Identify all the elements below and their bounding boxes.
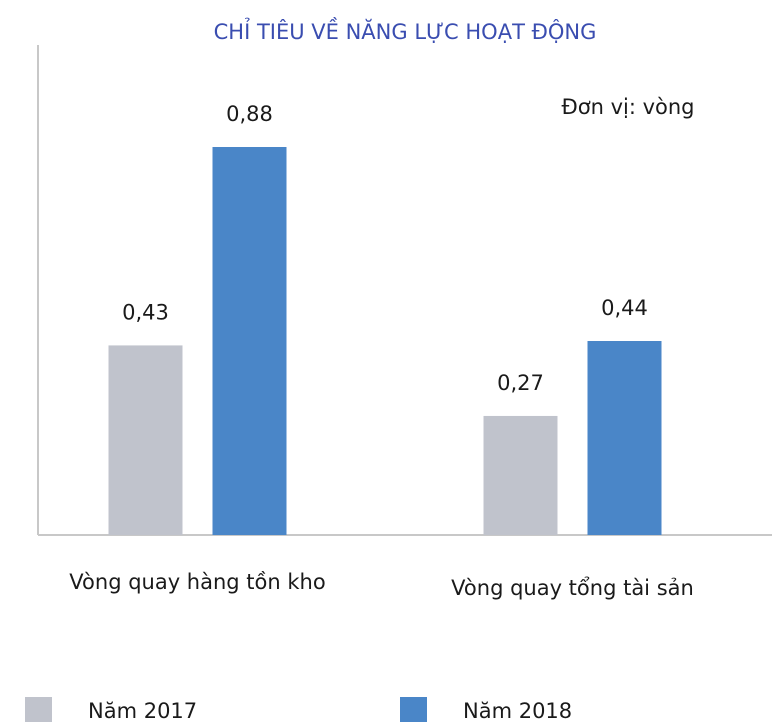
legend-swatch xyxy=(25,697,52,722)
legend-label: Năm 2017 xyxy=(88,699,197,722)
data-label: 0,43 xyxy=(122,300,169,324)
chart-title: CHỈ TIÊU VỀ NĂNG LỰC HOẠT ĐỘNG xyxy=(214,17,597,44)
data-label: 0,44 xyxy=(601,296,648,320)
legend-swatch xyxy=(400,697,427,722)
annotation: Đơn vị: vòng xyxy=(561,95,694,119)
data-label: 0,27 xyxy=(497,371,544,395)
bar xyxy=(108,345,183,535)
x-tick-label: Vòng quay hàng tồn kho xyxy=(69,570,326,594)
x-tick-label: Vòng quay tổng tài sản xyxy=(451,576,694,600)
bar xyxy=(212,147,287,535)
bar xyxy=(587,341,662,535)
data-label: 0,88 xyxy=(226,102,273,126)
bar xyxy=(483,415,558,535)
legend-label: Năm 2018 xyxy=(463,699,572,722)
